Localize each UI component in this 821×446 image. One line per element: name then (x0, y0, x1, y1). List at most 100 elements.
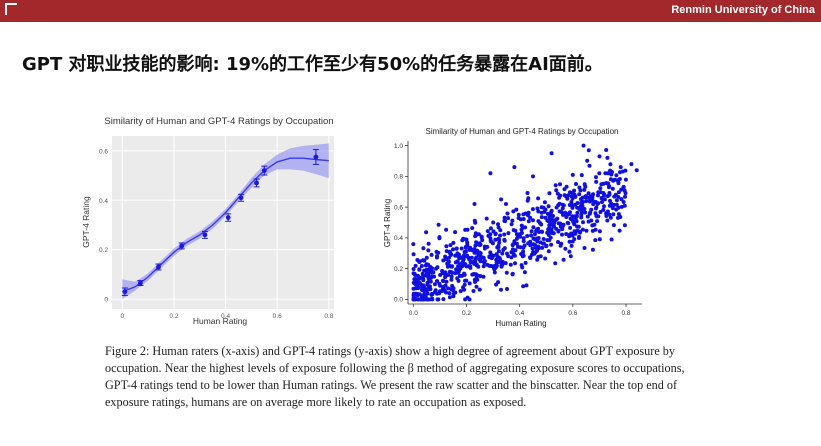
data-point (473, 231, 478, 236)
data-point (568, 216, 573, 221)
data-point (569, 200, 574, 204)
data-point (447, 295, 452, 300)
data-point (564, 215, 569, 219)
data-point (437, 291, 442, 296)
data-point (429, 252, 434, 257)
data-point (455, 251, 460, 256)
data-point (457, 265, 462, 270)
data-point (428, 279, 433, 284)
data-point (502, 215, 507, 220)
data-point (541, 241, 546, 246)
data-point (469, 255, 474, 260)
data-point (585, 158, 590, 163)
data-point (594, 175, 598, 180)
data-point (494, 260, 499, 265)
bin-point (202, 232, 208, 238)
binscatter-chart: Similarity of Human and GPT-4 Ratings by… (81, 116, 334, 326)
data-point (531, 242, 536, 247)
data-point (581, 220, 585, 225)
data-point (427, 297, 432, 302)
data-point (592, 199, 597, 204)
data-point (518, 245, 523, 250)
scatter-chart: Similarity of Human and GPT-4 Ratings by… (383, 127, 642, 328)
data-point (474, 284, 479, 289)
data-point (449, 277, 454, 282)
data-point (416, 297, 420, 302)
data-point (455, 276, 460, 281)
data-point (467, 247, 472, 252)
data-point (446, 259, 451, 264)
data-point (586, 195, 591, 200)
data-point (546, 249, 551, 254)
figure-caption: Figure 2: Human raters (x-axis) and GPT-… (105, 344, 685, 409)
data-point (598, 186, 603, 191)
data-point (602, 204, 606, 209)
data-point (575, 210, 580, 215)
data-point (531, 225, 536, 230)
data-point (589, 207, 594, 212)
y-tick-label: 0 (104, 297, 108, 304)
data-point (540, 245, 545, 250)
data-point (498, 233, 503, 238)
data-point (592, 222, 597, 227)
bin-point (122, 289, 128, 295)
data-point (451, 240, 456, 245)
data-point (506, 216, 511, 221)
data-point (463, 237, 468, 242)
data-point (505, 211, 510, 216)
data-point (526, 219, 531, 224)
data-point (535, 257, 540, 262)
data-point (506, 231, 511, 236)
data-point (526, 213, 530, 218)
data-point (434, 255, 439, 260)
data-point (560, 232, 564, 237)
data-point (494, 282, 499, 287)
data-point (510, 271, 515, 276)
data-point (523, 225, 528, 230)
data-point (477, 253, 482, 258)
data-point (562, 187, 567, 192)
data-point (411, 280, 416, 285)
header-bar: Renmin University of China (0, 0, 821, 22)
data-point (467, 281, 472, 286)
data-point (611, 223, 616, 228)
data-point (622, 223, 627, 228)
data-point (582, 246, 587, 250)
data-point (597, 171, 602, 176)
data-point (546, 226, 551, 231)
x-tick-label: 0.6 (273, 313, 282, 320)
data-point (463, 278, 467, 283)
y-tick-label: 1.0 (394, 143, 403, 150)
data-point (424, 267, 429, 272)
data-point (553, 261, 558, 266)
data-point (514, 207, 519, 212)
data-point (504, 202, 508, 206)
data-point (500, 262, 505, 267)
data-point (451, 291, 456, 296)
data-point (572, 230, 577, 234)
data-point (422, 258, 427, 263)
data-point (521, 239, 526, 244)
data-point (602, 197, 607, 202)
data-point (577, 192, 582, 197)
data-point (421, 246, 426, 251)
data-point (446, 263, 451, 268)
data-point (556, 229, 561, 234)
data-point (536, 236, 541, 240)
data-point (520, 254, 525, 259)
data-point (417, 275, 422, 280)
data-point (419, 297, 423, 302)
data-point (500, 251, 505, 256)
data-point (560, 202, 565, 207)
data-point (458, 289, 463, 294)
data-point (567, 239, 572, 244)
data-point (411, 252, 416, 257)
data-point (423, 294, 428, 299)
data-point (511, 252, 516, 257)
data-point (444, 227, 449, 232)
x-tick-label: 0.4 (515, 310, 524, 317)
data-point (476, 242, 481, 247)
bin-point (156, 264, 161, 270)
data-point (553, 183, 558, 188)
data-point (623, 194, 627, 199)
